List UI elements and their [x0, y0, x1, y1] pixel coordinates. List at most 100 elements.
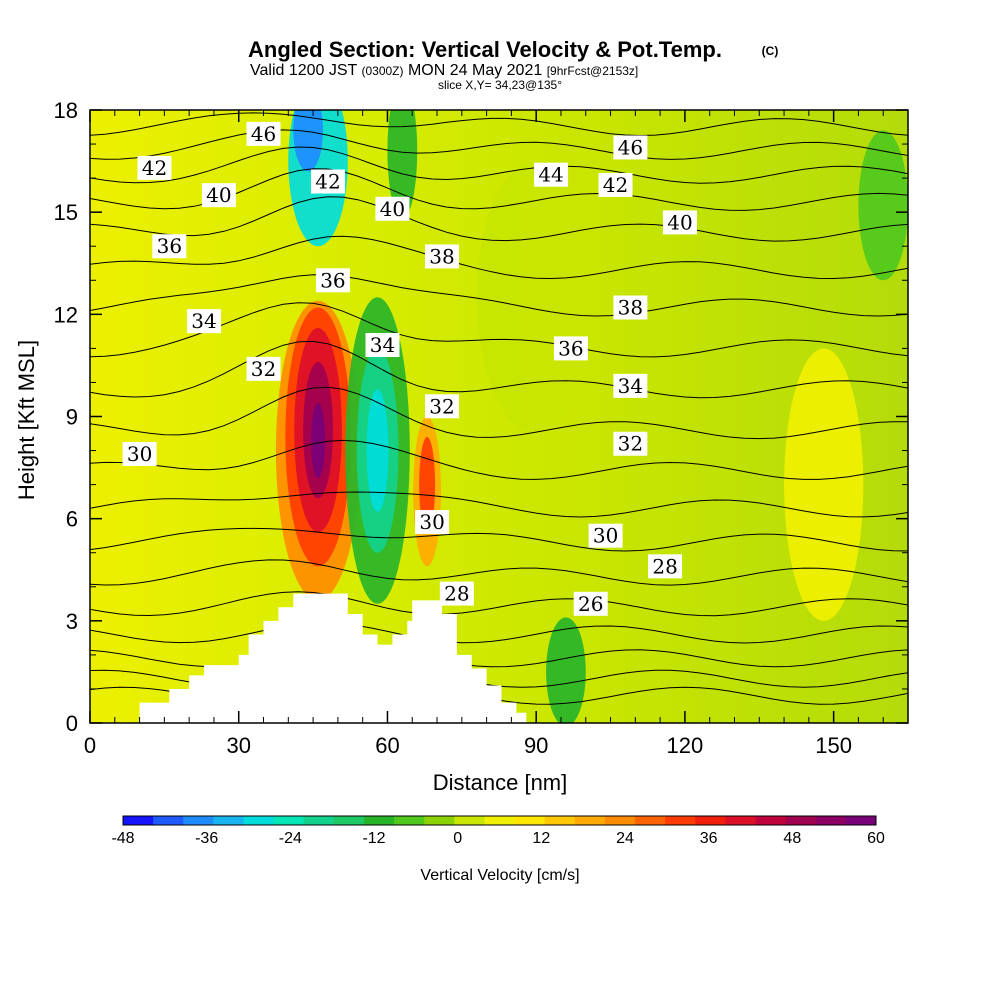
- colorbar-swatch: [363, 816, 395, 825]
- contour-label: 40: [667, 210, 692, 234]
- theta-contour: [90, 112, 908, 137]
- valid-time: Valid 1200 JST (0300Z) MON 24 May 2021 […: [250, 62, 638, 79]
- colorbar-swatch: [153, 816, 184, 825]
- x-tick-label: 0: [84, 733, 96, 758]
- contour-label-box: [365, 332, 400, 357]
- contour-label-box: [588, 523, 623, 548]
- chart-title: Angled Section: Vertical Velocity & Pot.…: [248, 37, 722, 62]
- theta-contour: [90, 302, 908, 358]
- plot-field: [90, 110, 908, 723]
- contour-label-box: [246, 121, 281, 146]
- colorbar-swatch: [123, 816, 154, 825]
- colorbar-swatch: [725, 816, 757, 825]
- contour-label-box: [648, 554, 683, 579]
- contour-label: 34: [618, 374, 643, 398]
- colorbar-swatch: [243, 816, 275, 825]
- contour-label: 38: [618, 296, 643, 320]
- colorbar-tick-label: -36: [195, 830, 218, 847]
- colorbar-swatch: [755, 816, 787, 825]
- contour-label-box: [152, 234, 187, 259]
- x-tick-label: 120: [667, 733, 704, 758]
- contour-label: 42: [315, 170, 340, 194]
- theta-contour: [90, 527, 908, 552]
- colorbar-swatch: [213, 816, 244, 825]
- contour-label-box: [310, 169, 345, 194]
- colorbar-swatch: [695, 816, 726, 825]
- theta-contour: [90, 274, 908, 317]
- terrain: [90, 593, 527, 723]
- y-axis-label: Height [Kft MSL]: [14, 340, 39, 500]
- colorbar-tick-label: 48: [783, 830, 801, 847]
- colorbar-swatch: [785, 816, 817, 825]
- theta-contour: [90, 491, 908, 518]
- contour-label: 38: [429, 244, 454, 268]
- contour-label-box: [613, 373, 648, 398]
- theta-contour: [90, 622, 908, 644]
- contour-label: 28: [652, 554, 677, 578]
- contour-label: 42: [142, 156, 167, 180]
- contour-label-box: [613, 431, 648, 456]
- colorbar-swatch: [845, 816, 877, 825]
- contour-label: 36: [320, 268, 345, 292]
- colorbar-swatch: [484, 816, 516, 825]
- y-tick-label: 0: [66, 711, 78, 736]
- colorbar-swatch: [544, 816, 576, 825]
- contour-label: 36: [157, 234, 182, 258]
- contour-label-box: [315, 268, 350, 293]
- contour-label: 36: [558, 336, 583, 360]
- velocity-cell: [366, 389, 389, 512]
- velocity-cell: [784, 348, 864, 621]
- contour-label: 32: [251, 357, 276, 381]
- velocity-cell: [288, 110, 348, 247]
- y-tick-label: 9: [66, 405, 78, 430]
- copyright-mark: (C): [762, 44, 779, 58]
- velocity-cell: [858, 130, 908, 281]
- colorbar-tick-label: 0: [453, 830, 462, 847]
- colorbar-tick-label: 60: [867, 830, 885, 847]
- y-tick-label: 18: [54, 98, 78, 123]
- velocity-cell: [419, 436, 436, 533]
- contour-label: 30: [593, 524, 618, 548]
- y-tick-label: 3: [66, 609, 78, 634]
- contour-label: 44: [538, 163, 563, 187]
- contour-label: 42: [603, 173, 628, 197]
- colorbar-tick-label: 12: [532, 830, 550, 847]
- contour-label-box: [424, 244, 459, 269]
- contour-label-box: [246, 356, 281, 381]
- theta-contour: [90, 196, 908, 242]
- velocity-cell: [476, 161, 596, 434]
- colorbar-swatch: [333, 816, 365, 825]
- contour-label-box: [201, 183, 236, 208]
- colorbar-swatch: [635, 816, 666, 825]
- contour-label: 30: [127, 442, 152, 466]
- contour-label-box: [424, 394, 459, 419]
- colorbar-swatch: [604, 816, 636, 825]
- velocity-cell: [546, 617, 586, 723]
- contour-label: 32: [618, 432, 643, 456]
- colorbar-tick-label: 24: [616, 830, 634, 847]
- x-tick-label: 150: [815, 733, 852, 758]
- contour-label-box: [534, 162, 569, 187]
- colorbar-swatch: [454, 816, 485, 825]
- contour-label-box: [375, 196, 410, 221]
- contour-label-box: [122, 441, 157, 466]
- theta-contour: [90, 591, 908, 617]
- colorbar-swatch: [665, 816, 696, 825]
- contour-label: 30: [419, 510, 444, 534]
- contour-label: 32: [429, 394, 454, 418]
- theta-contour: [90, 129, 908, 160]
- contour-label: 34: [191, 309, 216, 333]
- colorbar-tick-label: -48: [111, 830, 134, 847]
- contour-label: 26: [578, 592, 603, 616]
- colorbar-swatch: [815, 816, 847, 825]
- theta-contour: [90, 559, 908, 586]
- contour-label-box: [573, 591, 608, 616]
- y-tick-label: 15: [54, 200, 78, 225]
- contour-label-box: [137, 155, 172, 180]
- title-block: Angled Section: Vertical Velocity & Pot.…: [248, 37, 778, 92]
- contour-label-box: [662, 210, 697, 235]
- velocity-cell: [311, 402, 325, 478]
- contour-label-box: [553, 336, 588, 361]
- colorbar-swatch: [273, 816, 305, 825]
